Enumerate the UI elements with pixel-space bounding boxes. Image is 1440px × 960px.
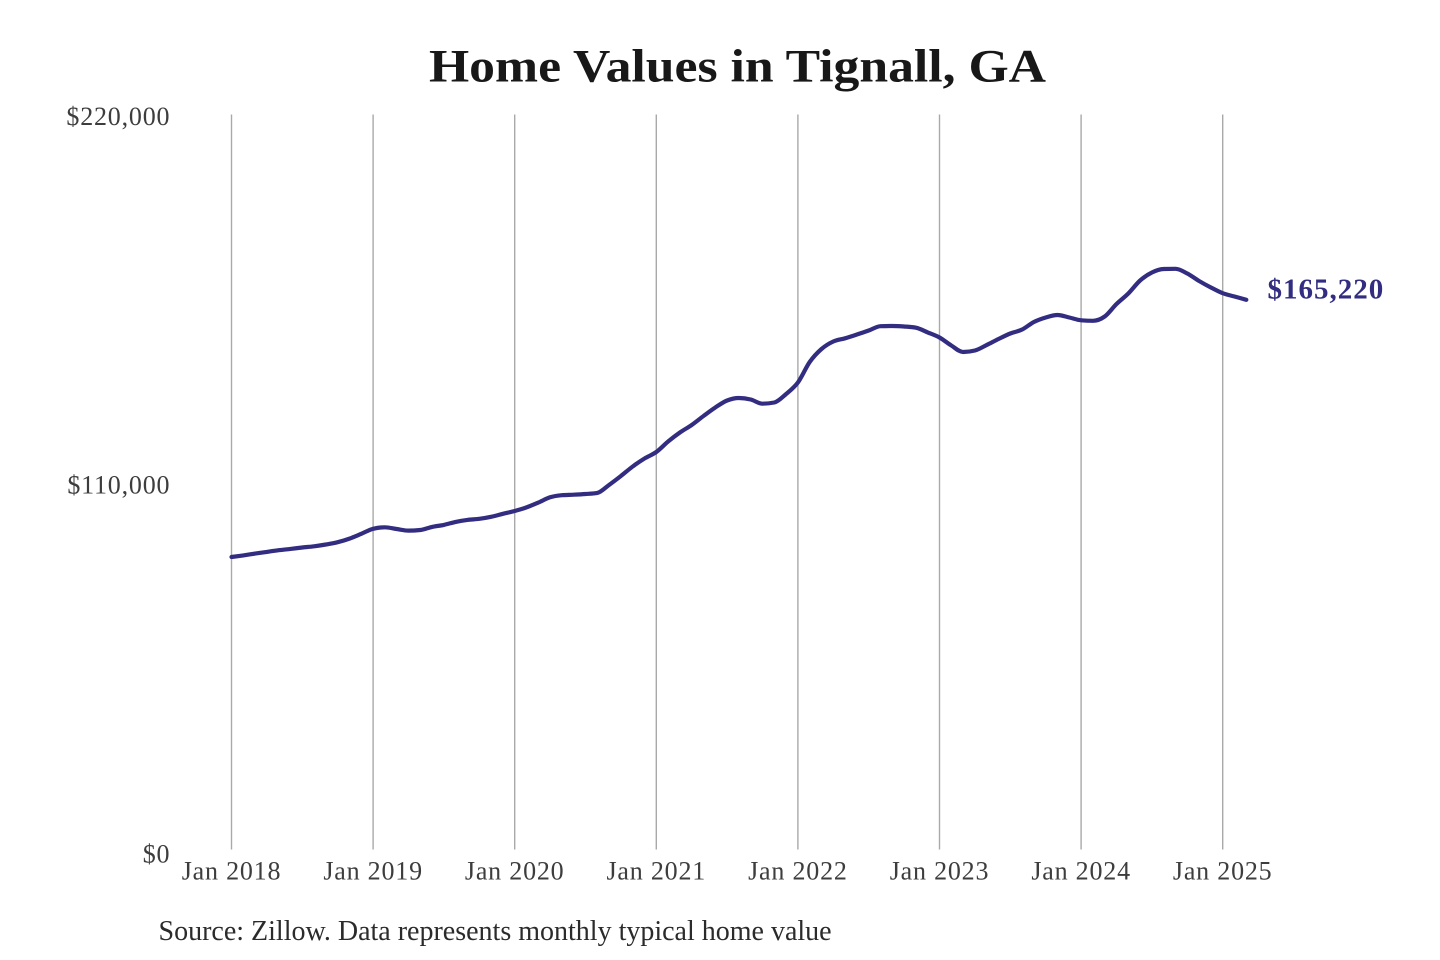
svg-text:Jan 2023: Jan 2023 bbox=[890, 857, 990, 886]
svg-text:Jan 2025: Jan 2025 bbox=[1173, 857, 1273, 886]
svg-text:$110,000: $110,000 bbox=[67, 471, 170, 500]
svg-text:Jan 2018: Jan 2018 bbox=[182, 857, 282, 886]
svg-text:$220,000: $220,000 bbox=[66, 102, 170, 131]
svg-text:Jan 2022: Jan 2022 bbox=[748, 857, 848, 886]
svg-text:$0: $0 bbox=[143, 840, 171, 869]
svg-text:Jan 2021: Jan 2021 bbox=[607, 857, 707, 886]
svg-text:Source: Zillow. Data represent: Source: Zillow. Data represents monthly … bbox=[159, 916, 832, 947]
svg-text:$165,220: $165,220 bbox=[1268, 273, 1385, 305]
svg-text:Jan 2019: Jan 2019 bbox=[323, 857, 423, 886]
svg-text:Jan 2020: Jan 2020 bbox=[465, 857, 565, 886]
svg-text:Jan 2024: Jan 2024 bbox=[1031, 857, 1131, 886]
svg-text:Home Values in Tignall, GA: Home Values in Tignall, GA bbox=[429, 40, 1046, 92]
